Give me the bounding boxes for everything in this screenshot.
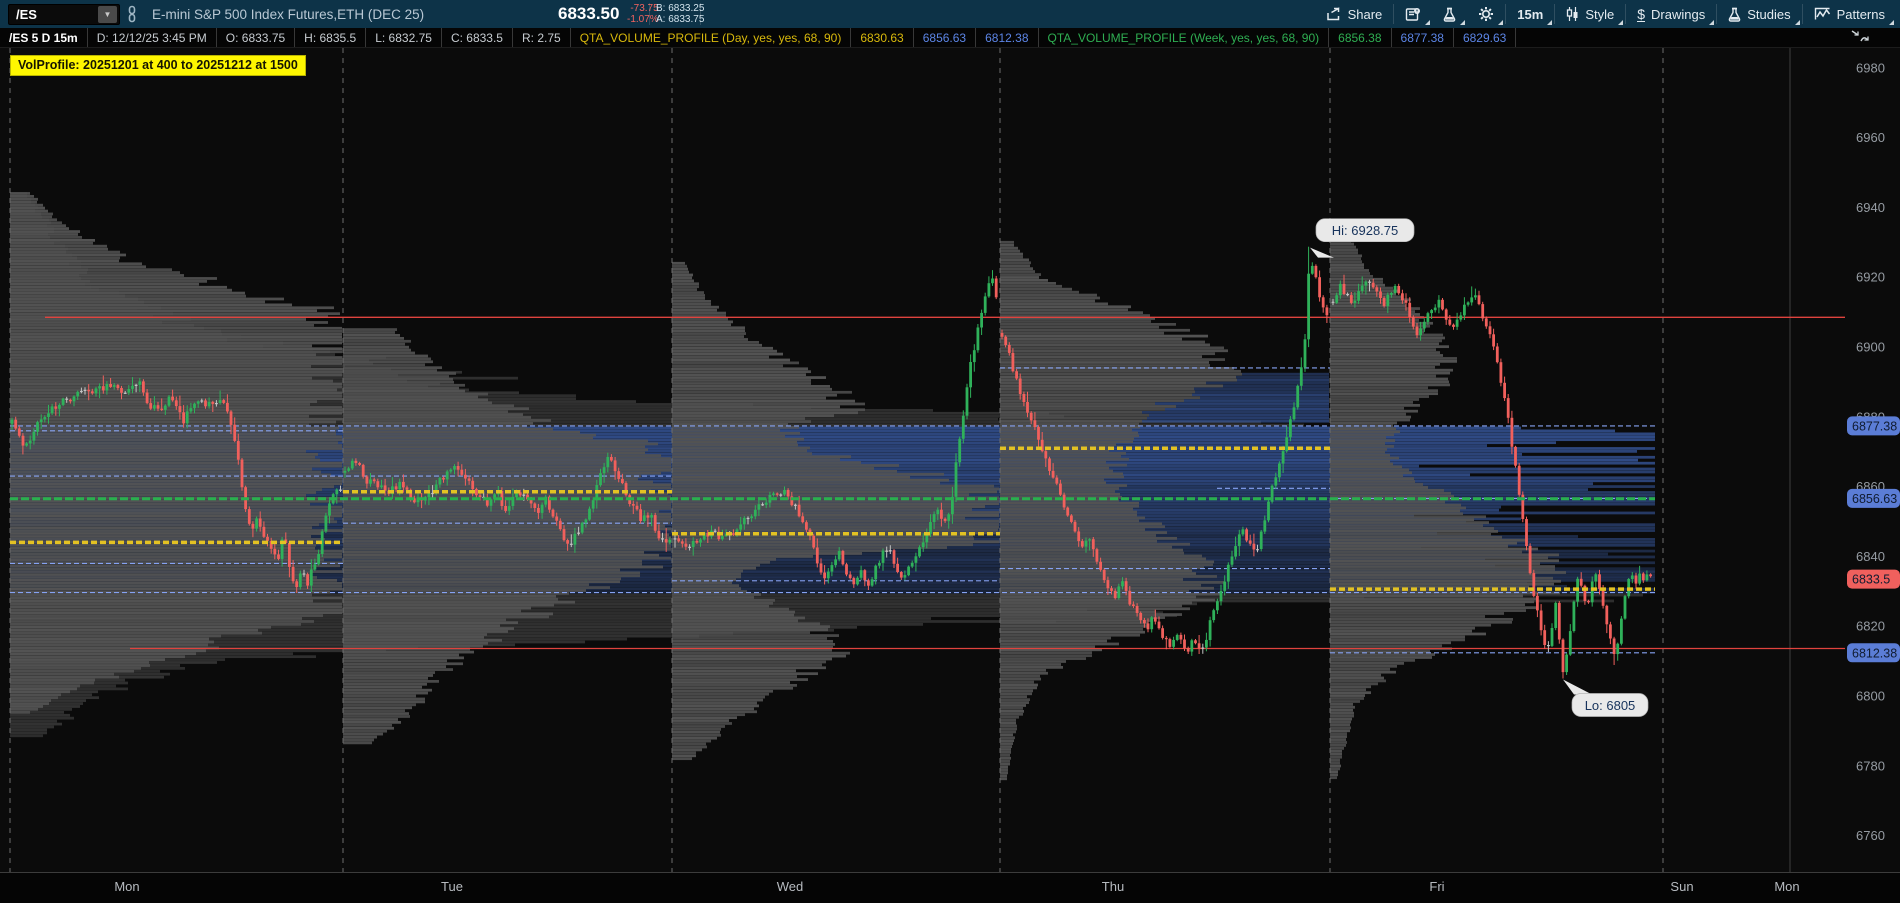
week-study-poc: 6856.38 bbox=[1329, 28, 1392, 47]
time-label-mon: Mon bbox=[114, 879, 140, 894]
day-study-vah: 6856.63 bbox=[914, 28, 977, 47]
study-levels-over bbox=[10, 446, 1655, 591]
report-icon bbox=[1406, 7, 1421, 21]
flask-icon bbox=[1443, 7, 1456, 22]
patterns-button[interactable]: Patterns bbox=[1803, 0, 1896, 28]
high-marker: Hi: 6928.75 bbox=[1310, 218, 1415, 258]
timeframe-label: 15m bbox=[1517, 6, 1544, 22]
symbol-dropdown-icon[interactable]: ▼ bbox=[98, 5, 117, 23]
bid-ask-block: B: 6833.25 A: 6833.75 bbox=[656, 0, 704, 28]
chart-scale-reset-icon[interactable] bbox=[1850, 29, 1870, 50]
week-study-vah: 6877.38 bbox=[1392, 28, 1454, 47]
quick-study-button[interactable] bbox=[1432, 0, 1467, 28]
status-datetime: D: 12/12/25 3:45 PM bbox=[88, 28, 217, 47]
price-chart[interactable]: 6980696069406920690068806860684068206800… bbox=[0, 48, 1900, 872]
svg-text:6800: 6800 bbox=[1856, 689, 1885, 704]
time-label-tue: Tue bbox=[441, 879, 463, 894]
svg-text:6812.38: 6812.38 bbox=[1852, 646, 1897, 660]
price-bubble-6812.38: 6812.38 bbox=[1847, 643, 1900, 663]
svg-text:6980: 6980 bbox=[1856, 60, 1885, 75]
bid-value: B: 6833.25 bbox=[656, 3, 705, 14]
change-value: -73.75 bbox=[630, 3, 659, 14]
status-range: R: 2.75 bbox=[513, 28, 571, 47]
svg-text:6900: 6900 bbox=[1856, 340, 1885, 355]
price-bubble-6833.5: 6833.5 bbox=[1847, 569, 1900, 589]
candles-mon bbox=[10, 375, 342, 593]
price-change: -73.75 -1.07% bbox=[627, 0, 659, 28]
symbol-value[interactable]: /ES bbox=[16, 6, 37, 22]
study-levels-under bbox=[10, 316, 1845, 654]
svg-text:6856.63: 6856.63 bbox=[1852, 492, 1897, 506]
svg-text:6833.5: 6833.5 bbox=[1852, 573, 1890, 587]
status-low: L: 6832.75 bbox=[366, 28, 442, 47]
svg-text:6820: 6820 bbox=[1856, 619, 1885, 634]
timeframe-button[interactable]: 15m bbox=[1506, 0, 1554, 28]
settings-button[interactable] bbox=[1467, 0, 1505, 28]
svg-text:Hi: 6928.75: Hi: 6928.75 bbox=[1332, 223, 1399, 238]
day-volume-profile-wed bbox=[672, 261, 999, 761]
time-label-wed: Wed bbox=[776, 879, 804, 894]
time-label-fri: Fri bbox=[1429, 879, 1445, 894]
week-study-val: 6829.63 bbox=[1454, 28, 1517, 47]
day-study-poc: 6830.63 bbox=[851, 28, 914, 47]
symbol-input[interactable]: /ES ▼ bbox=[8, 0, 120, 28]
svg-text:6760: 6760 bbox=[1856, 828, 1885, 843]
candles-thu bbox=[1000, 246, 1329, 656]
change-percent: -1.07% bbox=[627, 14, 659, 25]
day-study-label[interactable]: QTA_VOLUME_PROFILE (Day, yes, yes, 68, 9… bbox=[571, 28, 852, 47]
last-price: 6833.50 bbox=[558, 4, 620, 23]
toolbar-divider bbox=[700, 3, 701, 25]
status-high: H: 6835.5 bbox=[295, 28, 367, 47]
candle-style-icon bbox=[1567, 7, 1578, 21]
status-close: C: 6833.5 bbox=[442, 28, 513, 47]
time-axis[interactable]: Mon Tue Wed Thu Fri Sun Mon bbox=[0, 872, 1900, 903]
patterns-label: Patterns bbox=[1836, 6, 1885, 22]
day-volume-profile-mon bbox=[10, 192, 342, 714]
day-study-val: 6812.38 bbox=[976, 28, 1039, 47]
status-open: O: 6833.75 bbox=[217, 28, 296, 47]
svg-text:6940: 6940 bbox=[1856, 200, 1885, 215]
instrument-title: E-mini S&P 500 Index Futures,ETH (DEC 25… bbox=[152, 6, 425, 22]
toolbar-divider bbox=[649, 3, 650, 25]
studies-button[interactable]: Studies bbox=[1717, 0, 1801, 28]
svg-text:6780: 6780 bbox=[1856, 758, 1885, 773]
svg-text:6920: 6920 bbox=[1856, 270, 1885, 285]
drawings-icon: $ bbox=[1637, 5, 1646, 22]
svg-text:Lo: 6805: Lo: 6805 bbox=[1585, 698, 1636, 713]
ask-value: A: 6833.75 bbox=[656, 14, 705, 25]
reports-button[interactable] bbox=[1394, 0, 1432, 28]
style-button[interactable]: Style bbox=[1555, 0, 1625, 28]
drawings-button[interactable]: $ Drawings bbox=[1626, 0, 1716, 28]
time-label-thu: Thu bbox=[1101, 879, 1125, 894]
time-label-sun: Sun bbox=[1670, 879, 1694, 894]
symbol-link-icon[interactable] bbox=[126, 0, 138, 28]
price-bubble-6856.63: 6856.63 bbox=[1847, 488, 1900, 508]
drawings-label: Drawings bbox=[1651, 6, 1706, 22]
gear-icon bbox=[1479, 7, 1494, 21]
week-study-label[interactable]: QTA_VOLUME_PROFILE (Week, yes, yes, 68, … bbox=[1039, 28, 1330, 47]
svg-text:6960: 6960 bbox=[1856, 130, 1885, 145]
svg-text:6877.38: 6877.38 bbox=[1852, 419, 1897, 433]
studies-label: Studies bbox=[1747, 6, 1791, 22]
volprofile-range-label[interactable]: VolProfile: 20251201 at 400 to 20251212 … bbox=[10, 55, 306, 76]
day-separators bbox=[9, 48, 1791, 872]
price-bubble-6877.38: 6877.38 bbox=[1847, 416, 1900, 436]
share-button[interactable]: Share bbox=[1315, 0, 1394, 28]
chart-toolbar: /ES ▼ E-mini S&P 500 Index Futures,ETH (… bbox=[0, 0, 1900, 28]
chart-canvas[interactable]: 6980696069406920690068806860684068206800… bbox=[0, 48, 1900, 872]
time-label-mon: Mon bbox=[1774, 879, 1800, 894]
svg-text:6840: 6840 bbox=[1856, 549, 1885, 564]
share-label: Share bbox=[1347, 6, 1383, 22]
status-symbol-interval: /ES 5 D 15m bbox=[0, 28, 88, 47]
low-marker: Lo: 6805 bbox=[1563, 679, 1649, 717]
chart-status-row: /ES 5 D 15m D: 12/12/25 3:45 PM O: 6833.… bbox=[0, 28, 1900, 48]
patterns-icon bbox=[1814, 7, 1830, 20]
style-label: Style bbox=[1585, 6, 1615, 22]
share-icon bbox=[1326, 7, 1339, 21]
studies-flask-icon bbox=[1728, 7, 1741, 22]
